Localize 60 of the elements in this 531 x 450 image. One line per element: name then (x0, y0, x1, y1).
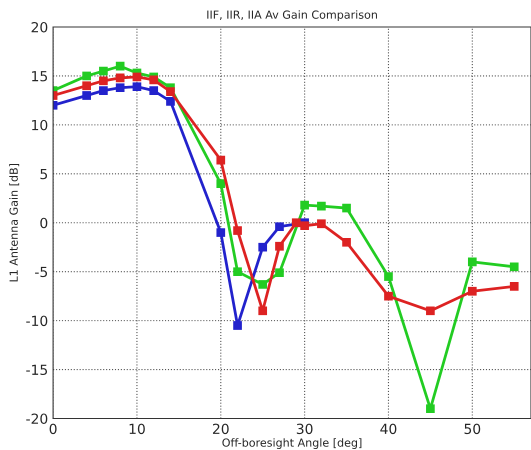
point (258, 280, 268, 289)
point (258, 306, 268, 316)
point (149, 76, 158, 84)
x-tick-label: 20 (212, 424, 229, 434)
y-tick-label: -10 (26, 316, 48, 326)
x-tick-label: 0 (50, 424, 57, 434)
point (82, 91, 91, 100)
point (292, 218, 301, 228)
point (300, 221, 309, 230)
y-tick-label: -20 (26, 413, 48, 424)
y-tick-label: -15 (26, 364, 48, 376)
point (342, 238, 351, 247)
point (510, 282, 519, 291)
point (300, 200, 309, 210)
point (82, 72, 91, 80)
point (216, 179, 226, 188)
point (99, 66, 108, 76)
y-axis-title: L1 Antenna Gain [dB] (9, 164, 20, 282)
y-tick-label: 0 (40, 218, 48, 228)
point (233, 267, 242, 276)
y-tick-label: 5 (40, 168, 48, 180)
point (132, 82, 142, 92)
point (468, 286, 477, 296)
point (99, 86, 108, 95)
x-tick-label: 50 (464, 424, 480, 434)
point (116, 83, 125, 92)
x-tick-label: 40 (380, 424, 396, 434)
point (216, 156, 226, 164)
chart-title: IIF, IIR, IIA Av Gain Comparison (207, 10, 377, 21)
point (258, 242, 268, 252)
point (317, 202, 326, 210)
point (468, 258, 477, 266)
point (426, 306, 435, 316)
point (275, 242, 284, 251)
y-tick-label: 15 (32, 71, 48, 82)
x-tick-label: 10 (130, 424, 145, 434)
point (510, 262, 519, 272)
point (166, 97, 175, 106)
point (116, 62, 125, 70)
x-tick-label: 30 (296, 424, 313, 434)
point (149, 86, 158, 95)
point (166, 87, 175, 96)
point (116, 74, 125, 82)
point (233, 321, 242, 330)
y-tick-label: 10 (32, 120, 48, 130)
point (99, 76, 108, 86)
point (275, 222, 284, 232)
point (216, 228, 226, 237)
point (275, 268, 284, 278)
point (384, 272, 393, 281)
point (426, 404, 435, 414)
point (82, 81, 91, 90)
y-tick-label: 20 (32, 22, 48, 32)
point (384, 292, 393, 300)
point (233, 226, 242, 235)
point (342, 204, 351, 212)
point (132, 72, 142, 82)
point (317, 219, 326, 228)
x-axis-title: Off-boresight Angle [deg] (222, 438, 362, 449)
y-tick-label: -5 (35, 266, 48, 278)
